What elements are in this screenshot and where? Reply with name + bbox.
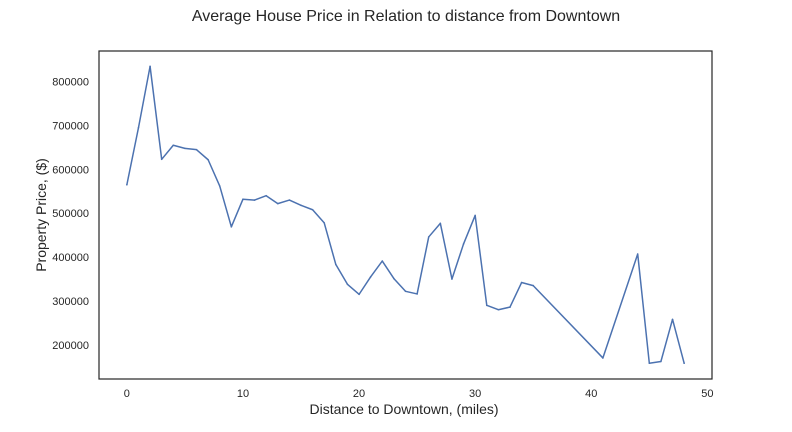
data-point	[660, 360, 662, 363]
data-point	[671, 318, 674, 321]
data-point	[381, 260, 384, 262]
x-tick-label: 20	[353, 388, 365, 400]
data-point	[218, 185, 221, 187]
data-point	[126, 183, 128, 186]
data-point	[253, 199, 256, 201]
data-point	[497, 308, 500, 311]
data-point	[474, 214, 476, 217]
data-point	[346, 283, 349, 286]
data-point	[427, 236, 430, 238]
y-tick-label: 500000	[52, 208, 89, 220]
x-axis-ticks: 0 10 20 30 40 50	[124, 388, 714, 400]
data-point	[300, 204, 302, 207]
data-point	[393, 277, 395, 280]
data-point	[636, 253, 639, 255]
data-point	[172, 144, 175, 147]
y-axis-label: Property Price, ($)	[33, 158, 49, 272]
data-point	[532, 284, 535, 287]
data-point	[602, 357, 604, 359]
y-tick-label: 300000	[52, 296, 89, 308]
data-point	[451, 278, 453, 280]
data-point	[230, 226, 233, 228]
data-point	[404, 290, 407, 293]
data-point	[276, 202, 279, 205]
data-point	[462, 243, 465, 245]
x-tick-label: 10	[237, 388, 249, 400]
data-point	[149, 65, 151, 68]
data-point	[184, 147, 186, 150]
y-tick-label: 800000	[52, 77, 89, 89]
plot-frame	[98, 50, 713, 380]
data-point	[323, 222, 326, 224]
data-point	[358, 293, 360, 296]
data-point	[160, 158, 163, 161]
chart-title: Average House Price in Relation to dista…	[192, 8, 620, 25]
data-point	[207, 158, 209, 161]
x-tick-label: 0	[124, 388, 130, 400]
data-point	[335, 263, 337, 266]
x-tick-label: 30	[469, 388, 481, 400]
x-tick-label: 50	[701, 388, 713, 400]
data-point	[137, 126, 140, 129]
data-point	[683, 362, 685, 365]
data-point	[648, 362, 651, 365]
data-point	[265, 194, 267, 197]
y-tick-label: 400000	[52, 252, 89, 264]
data-point	[242, 198, 244, 201]
data-point	[509, 306, 511, 308]
data-point	[520, 281, 523, 284]
data-point	[369, 276, 372, 278]
data-point	[416, 293, 418, 295]
x-axis-label: Distance to Downtown, (miles)	[309, 401, 498, 417]
data-point	[195, 148, 198, 151]
data-point	[439, 222, 442, 225]
series-layer	[126, 65, 685, 365]
y-tick-label: 200000	[52, 340, 89, 352]
series-line	[126, 65, 685, 364]
data-point	[288, 199, 291, 201]
x-tick-label: 40	[585, 388, 597, 400]
y-tick-label: 600000	[52, 164, 89, 176]
y-axis-ticks: 200000 300000 400000 500000 600000 700000 8000…	[52, 77, 89, 352]
y-tick-label: 700000	[52, 121, 89, 133]
data-point	[311, 208, 314, 211]
data-point	[485, 304, 488, 307]
